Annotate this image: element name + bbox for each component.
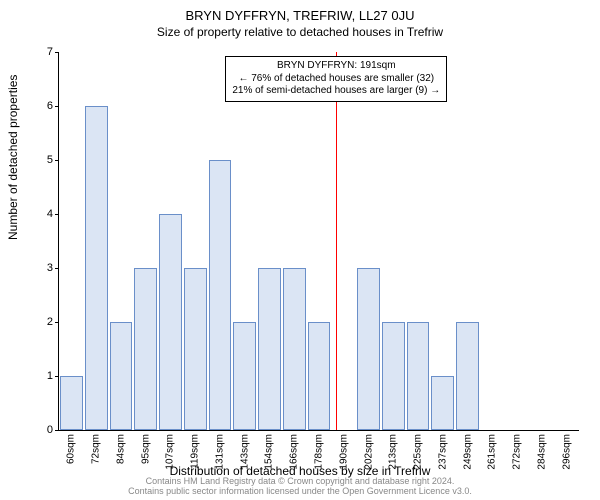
annotation-line-2: ← 76% of detached houses are smaller (32… — [232, 73, 440, 86]
bar — [209, 160, 232, 430]
page-title: BRYN DYFFRYN, TREFRIW, LL27 0JU — [0, 0, 600, 23]
bar — [258, 268, 281, 430]
x-tick-label: 60sqm — [66, 434, 77, 464]
bar — [134, 268, 157, 430]
footer-line-2: Contains public sector information licen… — [0, 487, 600, 497]
bar — [184, 268, 207, 430]
annotation-line-3: 21% of semi-detached houses are larger (… — [232, 85, 440, 98]
x-tick-label: 72sqm — [91, 434, 102, 464]
bar — [159, 214, 182, 430]
bar — [110, 322, 133, 430]
chart-container: BRYN DYFFRYN, TREFRIW, LL27 0JU Size of … — [0, 0, 600, 500]
bar — [233, 322, 256, 430]
x-tick-label: 84sqm — [115, 434, 126, 464]
chart-plot-area: 0123456760sqm72sqm84sqm95sqm107sqm119sqm… — [58, 52, 579, 431]
bar — [407, 322, 430, 430]
footer-attribution: Contains HM Land Registry data © Crown c… — [0, 477, 600, 497]
x-tick-label: 95sqm — [140, 434, 151, 464]
page-subtitle: Size of property relative to detached ho… — [0, 23, 600, 39]
marker-line — [336, 52, 337, 430]
y-axis-label: Number of detached properties — [6, 75, 20, 240]
bar — [382, 322, 405, 430]
bar — [431, 376, 454, 430]
bar — [308, 322, 331, 430]
bar — [357, 268, 380, 430]
bar — [283, 268, 306, 430]
bar — [60, 376, 83, 430]
annotation-line-1: BRYN DYFFRYN: 191sqm — [232, 60, 440, 73]
bar — [456, 322, 479, 430]
annotation-box: BRYN DYFFRYN: 191sqm← 76% of detached ho… — [225, 56, 447, 102]
bar — [85, 106, 108, 430]
